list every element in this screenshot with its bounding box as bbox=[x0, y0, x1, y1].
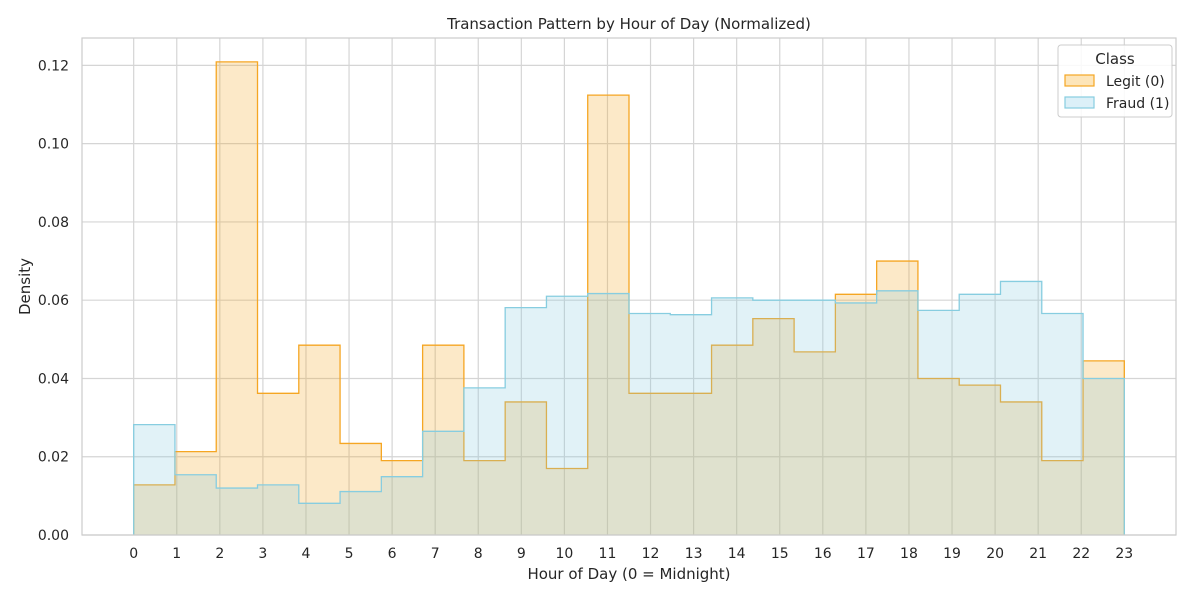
x-tick-label: 1 bbox=[172, 546, 181, 562]
series-outline bbox=[133, 61, 1125, 535]
x-tick-label: 21 bbox=[1029, 546, 1047, 562]
x-tick-label: 3 bbox=[258, 546, 267, 562]
legend-swatch bbox=[1064, 74, 1095, 87]
x-tick-label: 8 bbox=[474, 546, 483, 562]
x-tick-label: 18 bbox=[900, 546, 918, 562]
x-tick-label: 6 bbox=[388, 546, 397, 562]
x-tick-label: 2 bbox=[215, 546, 224, 562]
series-outline bbox=[133, 280, 1125, 535]
chart-title: Transaction Pattern by Hour of Day (Norm… bbox=[446, 15, 811, 33]
legend-entry: Legit (0) bbox=[1064, 74, 1165, 90]
x-tick-label: 4 bbox=[302, 546, 311, 562]
x-tick-label: 13 bbox=[685, 546, 703, 562]
series-layer bbox=[133, 61, 1125, 536]
x-tick-label: 22 bbox=[1072, 546, 1090, 562]
legend-label: Fraud (1) bbox=[1106, 96, 1169, 112]
x-tick-label: 19 bbox=[943, 546, 961, 562]
y-tick-labels: 0.00 0.02 0.04 0.06 0.08 0.10 0.12 bbox=[38, 58, 69, 544]
x-tick-label: 15 bbox=[771, 546, 789, 562]
y-tick-label: 0.04 bbox=[38, 371, 69, 387]
series-fraud bbox=[133, 280, 1125, 535]
y-tick-label: 0.12 bbox=[38, 58, 69, 74]
x-tick-label: 20 bbox=[986, 546, 1004, 562]
x-axis-label: Hour of Day (0 = Midnight) bbox=[527, 565, 730, 583]
x-tick-label: 23 bbox=[1115, 546, 1133, 562]
y-tick-label: 0.06 bbox=[38, 293, 69, 309]
legend-title: Class bbox=[1095, 50, 1135, 68]
x-tick-label: 14 bbox=[728, 546, 746, 562]
x-tick-label: 11 bbox=[599, 546, 617, 562]
y-tick-label: 0.00 bbox=[38, 528, 69, 544]
legend-label: Legit (0) bbox=[1106, 74, 1165, 90]
x-tick-label: 5 bbox=[345, 546, 354, 562]
legend-entry: Fraud (1) bbox=[1064, 96, 1169, 112]
series-area bbox=[133, 281, 1125, 535]
x-tick-label: 7 bbox=[431, 546, 440, 562]
x-tick-label: 17 bbox=[857, 546, 875, 562]
x-tick-label: 12 bbox=[642, 546, 660, 562]
x-tick-label: 16 bbox=[814, 546, 832, 562]
y-tick-label: 0.10 bbox=[38, 137, 69, 153]
legend-swatch bbox=[1064, 96, 1095, 109]
x-tick-label: 10 bbox=[555, 546, 573, 562]
plot-frame bbox=[81, 37, 1177, 536]
legend-entries: Legit (0) Fraud (1) bbox=[1064, 74, 1169, 112]
legend: Class Legit (0) Fraud (1) bbox=[1057, 44, 1173, 118]
y-tick-label: 0.08 bbox=[38, 215, 69, 231]
y-axis-label: Density bbox=[16, 258, 34, 315]
x-tick-label: 9 bbox=[517, 546, 526, 562]
x-tick-label: 0 bbox=[129, 546, 138, 562]
x-tick-labels: 0 1 2 3 4 5 6 7 8 9 10 11 12 13 14 15 16 17 18 19 20 21 22 23 bbox=[129, 546, 1133, 562]
y-tick-label: 0.02 bbox=[38, 450, 69, 466]
